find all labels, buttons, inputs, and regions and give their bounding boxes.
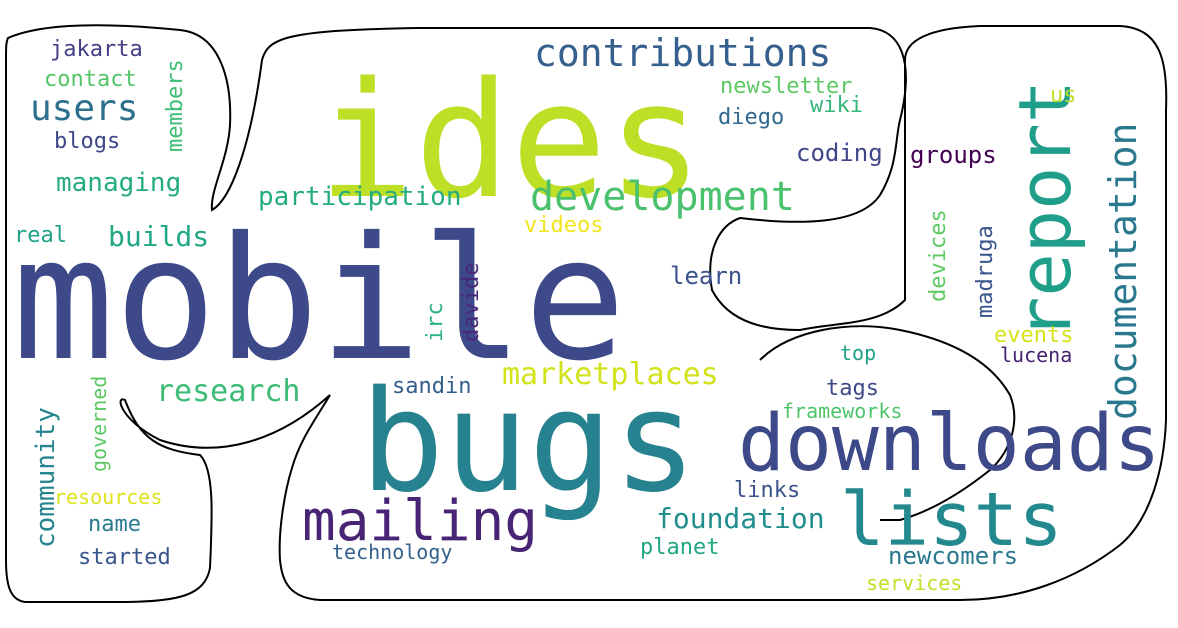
word-members: members xyxy=(163,59,188,152)
word-started: started xyxy=(78,545,171,570)
word-coding: coding xyxy=(796,139,883,167)
word-top: top xyxy=(840,341,876,365)
word-lists: lists xyxy=(840,477,1063,563)
word-sandin: sandin xyxy=(392,374,471,399)
word-devices: devices xyxy=(926,209,951,302)
word-newsletter: newsletter xyxy=(720,74,852,99)
word-participation: participation xyxy=(258,182,462,212)
word-downloads: downloads xyxy=(738,399,1161,489)
word-governed: governed xyxy=(87,376,111,472)
word-resources: resources xyxy=(54,485,162,509)
word-technology: technology xyxy=(332,540,452,564)
word-us: us xyxy=(1050,83,1077,108)
word-wiki: wiki xyxy=(810,93,863,118)
word-lucena: lucena xyxy=(1000,343,1072,367)
word-name: name xyxy=(88,512,141,537)
word-research: research xyxy=(156,374,301,409)
word-users: users xyxy=(30,88,138,129)
mask-inner-outline xyxy=(759,325,1016,521)
word-frameworks: frameworks xyxy=(782,399,902,423)
word-documentation: documentation xyxy=(1101,123,1145,420)
word-marketplaces: marketplaces xyxy=(502,357,719,392)
word-builds: builds xyxy=(108,220,209,253)
word-ides: ides xyxy=(318,47,703,234)
word-videos: videos xyxy=(524,213,603,238)
word-contributions: contributions xyxy=(534,31,831,75)
word-services: services xyxy=(866,571,962,595)
word-mailing: mailing xyxy=(302,489,538,554)
word-blogs: blogs xyxy=(54,129,120,154)
word-davide: davide xyxy=(459,263,484,342)
word-madruga: madruga xyxy=(973,225,998,318)
word-irc: irc xyxy=(423,302,448,342)
word-real: real xyxy=(14,223,67,248)
word-report: report xyxy=(1003,80,1087,340)
word-mobile: mobile xyxy=(12,201,626,399)
word-groups: groups xyxy=(910,141,997,169)
word-bugs: bugs xyxy=(360,361,697,524)
word-development: development xyxy=(530,174,795,220)
word-jakarta: jakarta xyxy=(50,37,143,62)
word-managing: managing xyxy=(56,168,181,198)
word-foundation: foundation xyxy=(656,502,825,535)
word-newcomers: newcomers xyxy=(888,542,1018,570)
word-planet: planet xyxy=(640,535,719,560)
word-community: community xyxy=(31,407,61,548)
word-contact: contact xyxy=(44,67,137,92)
mask-outline xyxy=(5,24,1168,603)
word-diego: diego xyxy=(718,105,784,130)
word-learn: learn xyxy=(670,262,742,290)
word-events: events xyxy=(994,323,1073,348)
word-tags: tags xyxy=(826,376,879,401)
word-links: links xyxy=(734,478,800,503)
